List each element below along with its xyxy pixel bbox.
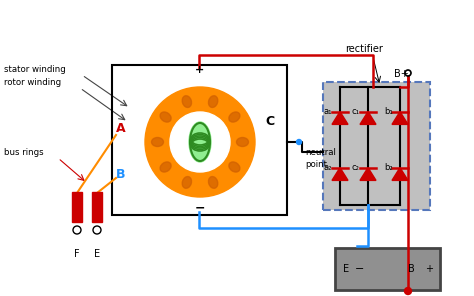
- Circle shape: [404, 287, 411, 295]
- Text: B: B: [408, 264, 415, 274]
- Ellipse shape: [229, 162, 240, 172]
- Bar: [72, 192, 82, 222]
- Circle shape: [297, 139, 301, 144]
- Bar: [92, 192, 102, 222]
- Ellipse shape: [189, 122, 211, 162]
- Circle shape: [93, 226, 101, 234]
- Text: F: F: [74, 249, 80, 259]
- Text: B+: B+: [394, 69, 409, 79]
- Text: b₂: b₂: [384, 163, 392, 172]
- Text: E: E: [94, 249, 100, 259]
- Polygon shape: [332, 168, 348, 180]
- Polygon shape: [392, 168, 408, 180]
- Polygon shape: [360, 168, 376, 180]
- Ellipse shape: [160, 162, 171, 172]
- Text: stator winding: stator winding: [4, 65, 66, 74]
- Text: c₁: c₁: [352, 107, 360, 116]
- Ellipse shape: [209, 176, 218, 188]
- Circle shape: [73, 226, 81, 234]
- Text: C: C: [265, 115, 274, 128]
- Text: rectifier: rectifier: [345, 44, 383, 54]
- Ellipse shape: [209, 96, 218, 107]
- Ellipse shape: [229, 112, 240, 122]
- Text: bus rings: bus rings: [4, 148, 44, 157]
- Bar: [335, 248, 440, 290]
- Text: +: +: [425, 264, 433, 274]
- Ellipse shape: [182, 96, 191, 107]
- Text: E: E: [343, 264, 349, 274]
- Text: +: +: [195, 65, 204, 75]
- Text: a₁: a₁: [324, 107, 332, 116]
- Polygon shape: [332, 112, 348, 124]
- Text: −: −: [355, 264, 365, 274]
- Ellipse shape: [152, 138, 164, 147]
- Polygon shape: [392, 112, 408, 124]
- Text: rotor winding: rotor winding: [4, 78, 61, 87]
- Text: b₁: b₁: [384, 107, 393, 116]
- Bar: [112, 65, 287, 215]
- Text: neutral: neutral: [305, 148, 336, 157]
- Ellipse shape: [160, 112, 171, 122]
- Text: a₂: a₂: [324, 163, 332, 172]
- FancyBboxPatch shape: [323, 82, 430, 210]
- Polygon shape: [360, 112, 376, 124]
- Text: −: −: [195, 201, 206, 214]
- Circle shape: [405, 70, 411, 76]
- Text: c₂: c₂: [352, 163, 360, 172]
- Circle shape: [170, 112, 230, 172]
- Ellipse shape: [237, 138, 248, 147]
- Ellipse shape: [182, 176, 191, 188]
- Circle shape: [145, 87, 255, 197]
- Text: B: B: [116, 168, 126, 181]
- Text: point: point: [305, 160, 327, 169]
- Text: A: A: [116, 122, 126, 135]
